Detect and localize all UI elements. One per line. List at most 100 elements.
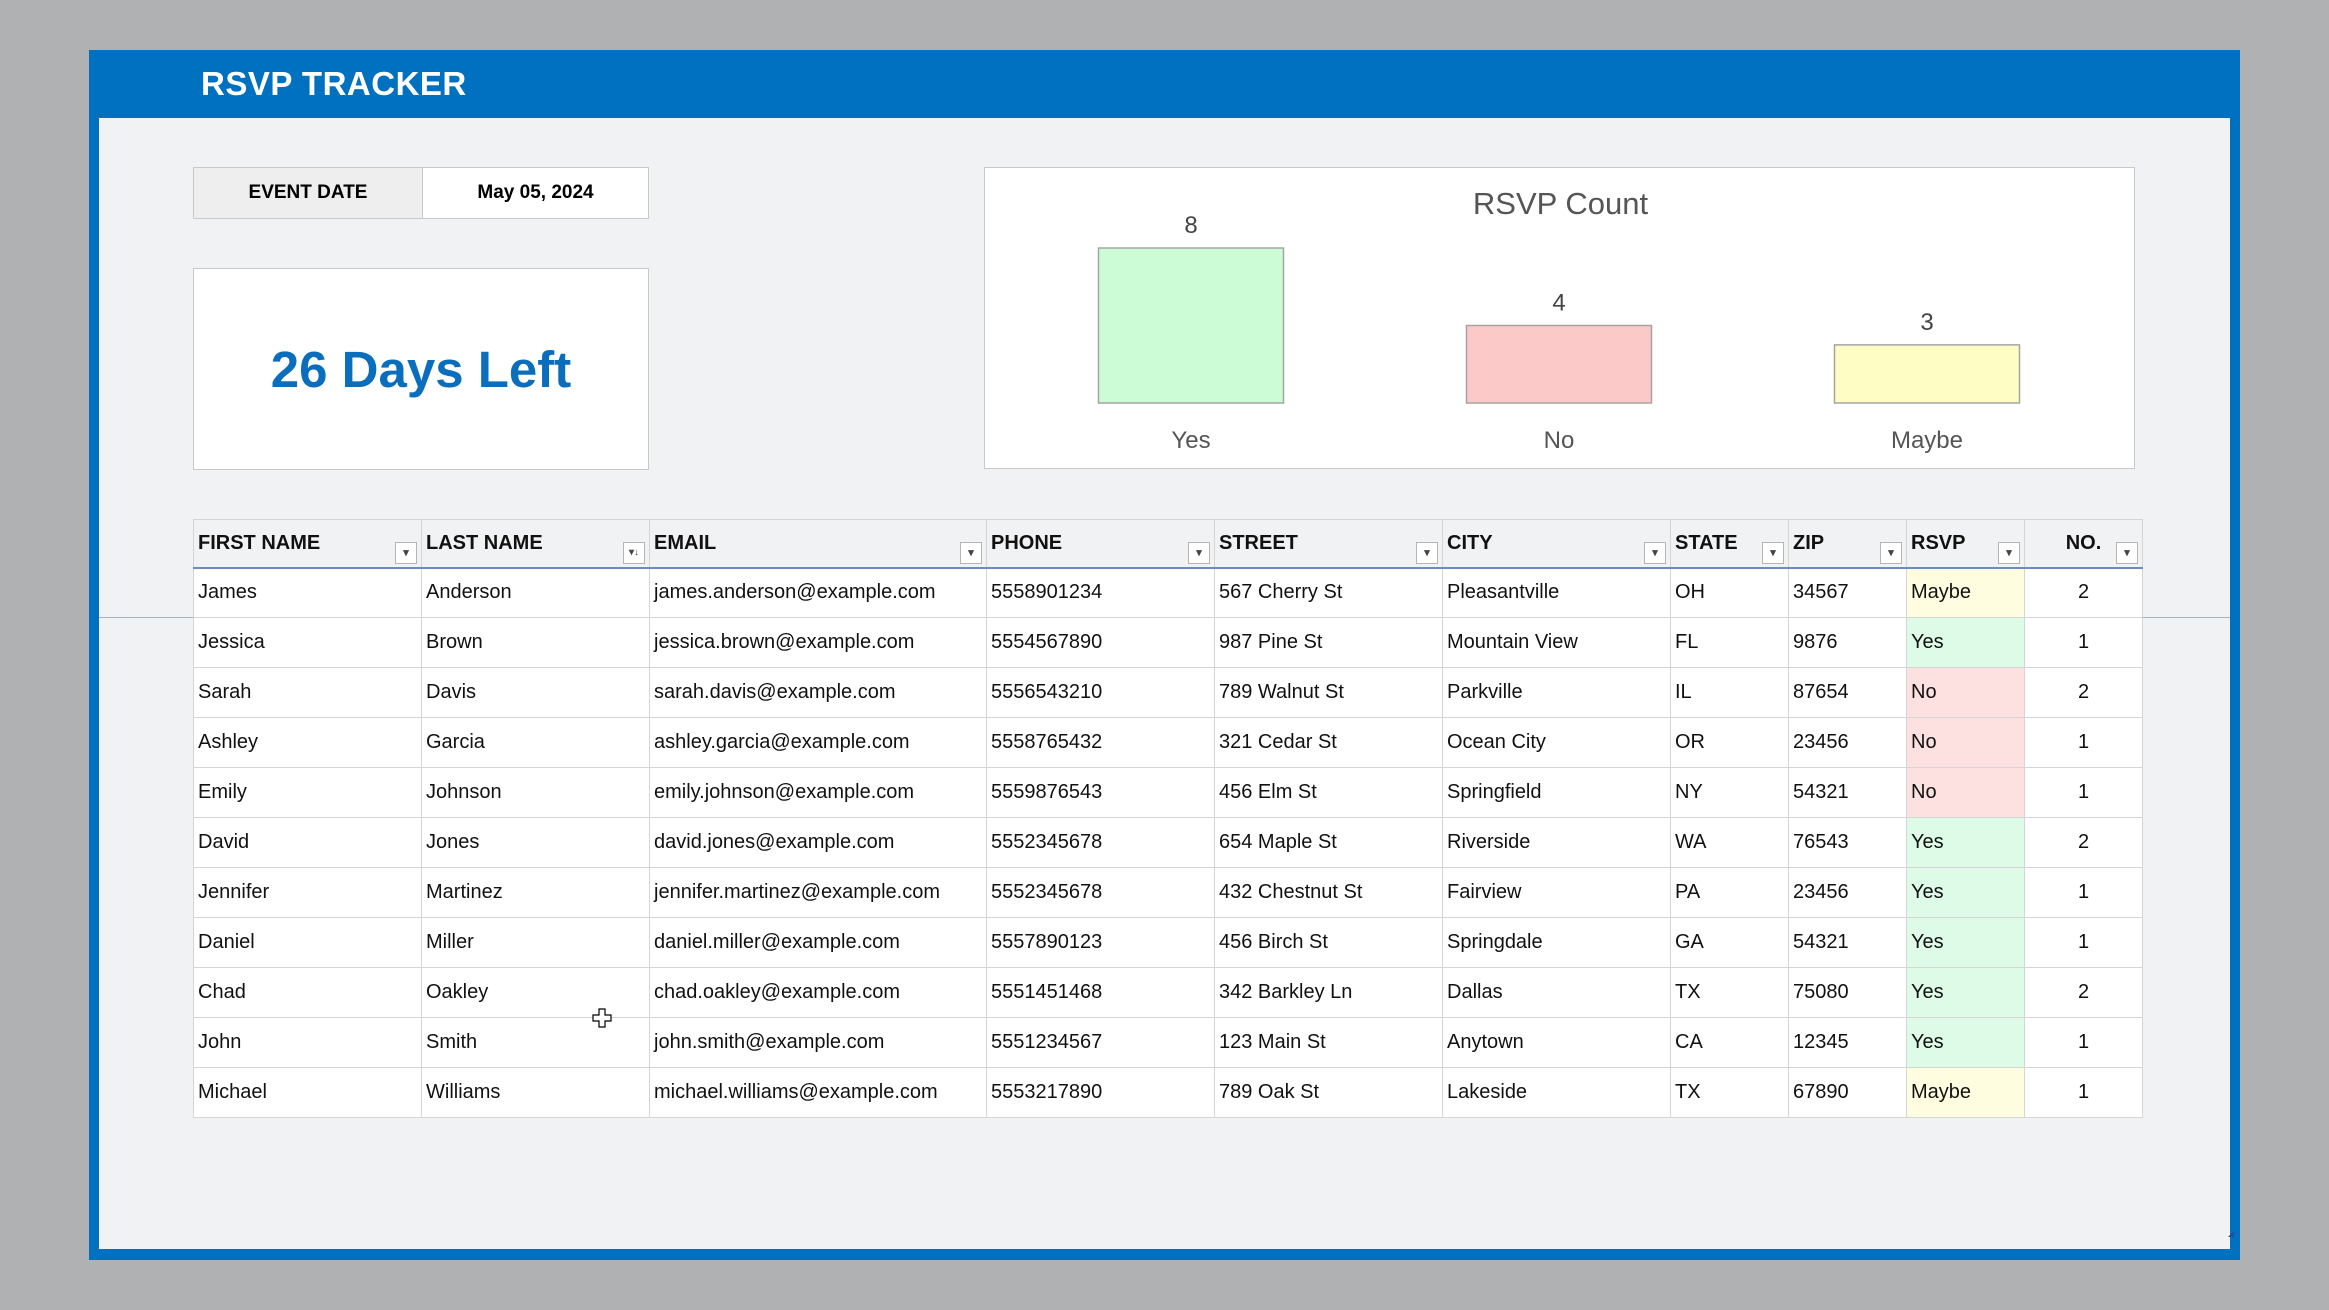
cell-rsvp[interactable]: Maybe — [1906, 567, 2025, 618]
cell-state[interactable]: FL — [1670, 617, 1789, 668]
cell-state[interactable]: IL — [1670, 667, 1789, 718]
cell-zip[interactable]: 12345 — [1788, 1017, 1907, 1068]
cell-first-name[interactable]: Chad — [193, 967, 422, 1018]
cell-street[interactable]: 456 Elm St — [1214, 767, 1443, 818]
cell-no[interactable]: 2 — [2024, 967, 2143, 1018]
cell-zip[interactable]: 87654 — [1788, 667, 1907, 718]
cell-no[interactable]: 2 — [2024, 567, 2143, 618]
bar-maybe[interactable] — [1833, 344, 2021, 404]
cell-rsvp[interactable]: Yes — [1906, 617, 2025, 668]
cell-street[interactable]: 567 Cherry St — [1214, 567, 1443, 618]
cell-last-name[interactable]: Davis — [421, 667, 650, 718]
cell-state[interactable]: GA — [1670, 917, 1789, 968]
cell-email[interactable]: jessica.brown@example.com — [649, 617, 987, 668]
cell-rsvp[interactable]: No — [1906, 667, 2025, 718]
cell-city[interactable]: Riverside — [1442, 817, 1671, 868]
column-header-no[interactable]: NO. ▾ — [2024, 519, 2143, 569]
column-header-city[interactable]: CITY ▾ — [1442, 519, 1671, 569]
cell-state[interactable]: WA — [1670, 817, 1789, 868]
cell-last-name[interactable]: Anderson — [421, 567, 650, 618]
cell-zip[interactable]: 9876 — [1788, 617, 1907, 668]
cell-city[interactable]: Springdale — [1442, 917, 1671, 968]
cell-street[interactable]: 789 Walnut St — [1214, 667, 1443, 718]
bar-yes[interactable] — [1097, 247, 1285, 404]
cell-state[interactable]: OR — [1670, 717, 1789, 768]
cell-rsvp[interactable]: Yes — [1906, 967, 2025, 1018]
cell-street[interactable]: 789 Oak St — [1214, 1067, 1443, 1118]
cell-email[interactable]: michael.williams@example.com — [649, 1067, 987, 1118]
bar-no[interactable] — [1465, 324, 1653, 404]
cell-email[interactable]: emily.johnson@example.com — [649, 767, 987, 818]
cell-phone[interactable]: 5559876543 — [986, 767, 1215, 818]
cell-city[interactable]: Mountain View — [1442, 617, 1671, 668]
cell-zip[interactable]: 76543 — [1788, 817, 1907, 868]
cell-street[interactable]: 987 Pine St — [1214, 617, 1443, 668]
column-header-street[interactable]: STREET ▾ — [1214, 519, 1443, 569]
cell-city[interactable]: Fairview — [1442, 867, 1671, 918]
cell-city[interactable]: Ocean City — [1442, 717, 1671, 768]
cell-no[interactable]: 1 — [2024, 1017, 2143, 1068]
cell-phone[interactable]: 5554567890 — [986, 617, 1215, 668]
cell-last-name[interactable]: Oakley — [421, 967, 650, 1018]
cell-no[interactable]: 2 — [2024, 667, 2143, 718]
cell-first-name[interactable]: Sarah — [193, 667, 422, 718]
dropdown-arrow-icon[interactable]: ▾ — [1880, 541, 1902, 564]
cell-phone[interactable]: 5557890123 — [986, 917, 1215, 968]
cell-city[interactable]: Dallas — [1442, 967, 1671, 1018]
cell-state[interactable]: PA — [1670, 867, 1789, 918]
cell-street[interactable]: 342 Barkley Ln — [1214, 967, 1443, 1018]
cell-city[interactable]: Lakeside — [1442, 1067, 1671, 1118]
cell-first-name[interactable]: Emily — [193, 767, 422, 818]
cell-first-name[interactable]: David — [193, 817, 422, 868]
cell-no[interactable]: 1 — [2024, 617, 2143, 668]
cell-first-name[interactable]: James — [193, 567, 422, 618]
cell-zip[interactable]: 54321 — [1788, 917, 1907, 968]
cell-city[interactable]: Parkville — [1442, 667, 1671, 718]
cell-street[interactable]: 321 Cedar St — [1214, 717, 1443, 768]
cell-no[interactable]: 1 — [2024, 767, 2143, 818]
cell-zip[interactable]: 34567 — [1788, 567, 1907, 618]
cell-state[interactable]: NY — [1670, 767, 1789, 818]
cell-email[interactable]: james.anderson@example.com — [649, 567, 987, 618]
cell-phone[interactable]: 5553217890 — [986, 1067, 1215, 1118]
cell-state[interactable]: CA — [1670, 1017, 1789, 1068]
cell-email[interactable]: sarah.davis@example.com — [649, 667, 987, 718]
cell-rsvp[interactable]: Yes — [1906, 867, 2025, 918]
dropdown-arrow-icon[interactable]: ▾ — [1644, 541, 1666, 564]
event-date-value[interactable]: May 05, 2024 — [423, 168, 648, 218]
column-header-first-name[interactable]: FIRST NAME ▾ — [193, 519, 422, 569]
cell-street[interactable]: 654 Maple St — [1214, 817, 1443, 868]
cell-street[interactable]: 432 Chestnut St — [1214, 867, 1443, 918]
cell-city[interactable]: Pleasantville — [1442, 567, 1671, 618]
dropdown-arrow-icon[interactable]: ▾ — [395, 541, 417, 564]
table-resize-handle-icon[interactable] — [2228, 1231, 2234, 1237]
cell-zip[interactable]: 23456 — [1788, 867, 1907, 918]
cell-last-name[interactable]: Brown — [421, 617, 650, 668]
column-header-phone[interactable]: PHONE ▾ — [986, 519, 1215, 569]
cell-phone[interactable]: 5551234567 — [986, 1017, 1215, 1068]
cell-last-name[interactable]: Garcia — [421, 717, 650, 768]
cell-zip[interactable]: 67890 — [1788, 1067, 1907, 1118]
cell-no[interactable]: 1 — [2024, 917, 2143, 968]
cell-zip[interactable]: 23456 — [1788, 717, 1907, 768]
cell-state[interactable]: OH — [1670, 567, 1789, 618]
column-header-zip[interactable]: ZIP ▾ — [1788, 519, 1907, 569]
cell-city[interactable]: Springfield — [1442, 767, 1671, 818]
cell-rsvp[interactable]: Yes — [1906, 917, 2025, 968]
cell-street[interactable]: 456 Birch St — [1214, 917, 1443, 968]
cell-email[interactable]: chad.oakley@example.com — [649, 967, 987, 1018]
cell-first-name[interactable]: Jennifer — [193, 867, 422, 918]
cell-no[interactable]: 1 — [2024, 1067, 2143, 1118]
cell-first-name[interactable]: Michael — [193, 1067, 422, 1118]
column-header-rsvp[interactable]: RSVP ▾ — [1906, 519, 2025, 569]
cell-city[interactable]: Anytown — [1442, 1017, 1671, 1068]
cell-email[interactable]: jennifer.martinez@example.com — [649, 867, 987, 918]
cell-email[interactable]: john.smith@example.com — [649, 1017, 987, 1068]
cell-phone[interactable]: 5551451468 — [986, 967, 1215, 1018]
cell-first-name[interactable]: Ashley — [193, 717, 422, 768]
dropdown-arrow-icon[interactable]: ▾ — [1188, 541, 1210, 564]
cell-phone[interactable]: 5552345678 — [986, 817, 1215, 868]
cell-no[interactable]: 1 — [2024, 717, 2143, 768]
cell-rsvp[interactable]: Yes — [1906, 1017, 2025, 1068]
cell-last-name[interactable]: Williams — [421, 1067, 650, 1118]
